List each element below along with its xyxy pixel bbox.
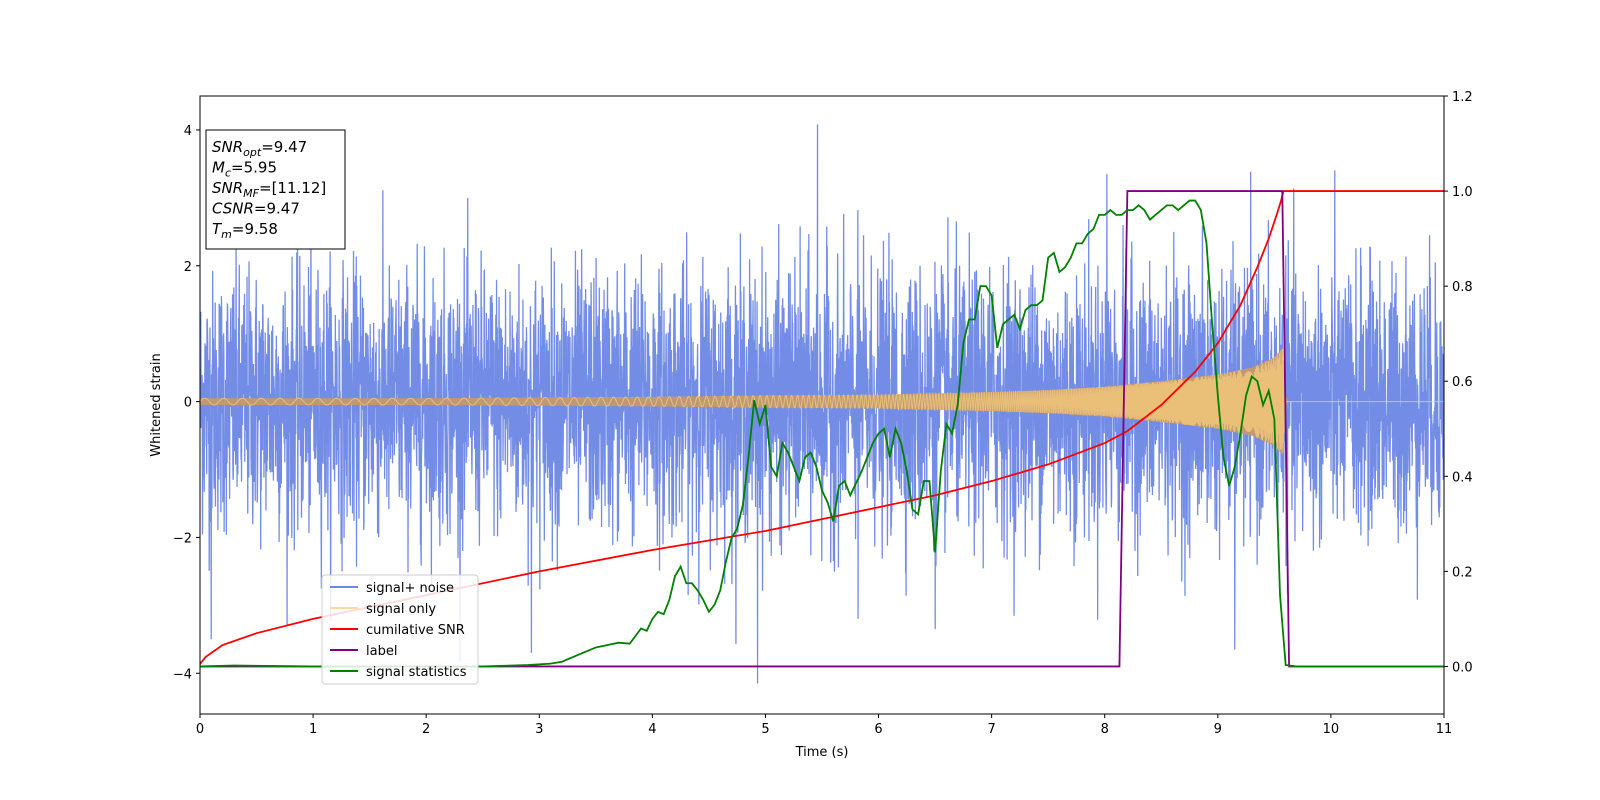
x-tick-label: 0 (196, 722, 204, 737)
x-tick-label: 1 (309, 722, 317, 737)
y2-tick-label: 0.6 (1452, 375, 1473, 390)
legend-label: label (366, 644, 397, 659)
info-box-symbol: M (212, 159, 225, 177)
info-box-value: =9.58 (232, 220, 278, 238)
info-box-symbol: CSNR (212, 200, 254, 218)
info-box-subscript: MF (243, 187, 259, 200)
x-tick-label: 2 (422, 722, 430, 737)
y2-tick-label: 1.0 (1452, 185, 1473, 200)
info-box-row: SNRMF=[11.12] (212, 179, 326, 200)
x-tick-label: 5 (761, 722, 769, 737)
info-box-subscript: c (225, 167, 231, 180)
info-box-row: SNRopt=9.47 (212, 138, 307, 159)
x-tick-label: 3 (535, 722, 543, 737)
y2-tick-label: 0.0 (1452, 660, 1473, 675)
signal-only-band (200, 348, 1444, 455)
y2-tick-label: 0.2 (1452, 565, 1473, 580)
legend-label: cumilative SNR (366, 623, 465, 638)
y-tick-label: 0 (184, 396, 192, 411)
legend-label: signal only (366, 602, 436, 617)
x-tick-label: 10 (1323, 722, 1340, 737)
y-tick-label: −2 (173, 531, 192, 546)
signal-only-line (200, 348, 1444, 454)
x-tick-label: 11 (1436, 722, 1453, 737)
info-box-value: =9.47 (261, 138, 307, 156)
info-box-row: CSNR=9.47 (212, 200, 300, 218)
y-tick-label: 2 (184, 260, 192, 275)
y2-tick-label: 0.8 (1452, 280, 1473, 295)
info-box-symbol: SNR (212, 138, 243, 156)
info-box: SNRopt=9.47Mc=5.95SNRMF=[11.12]CSNR=9.47… (205, 129, 346, 250)
info-box-value: =5.95 (231, 159, 277, 177)
signal-only-series (200, 348, 1444, 455)
x-tick-label: 6 (874, 722, 882, 737)
x-axis-label: Time (s) (795, 745, 849, 760)
x-tick-label: 9 (1214, 722, 1222, 737)
info-box-subscript: opt (243, 146, 262, 159)
legend-label: signal statistics (366, 665, 467, 680)
signal-statistics-line (200, 199, 1444, 668)
plot-frame (199, 95, 1445, 715)
info-box-value: =[11.12] (259, 179, 326, 197)
info-box-symbol: SNR (212, 179, 243, 197)
x-tick-label: 8 (1101, 722, 1109, 737)
info-box-subscript: m (221, 228, 232, 241)
y2-tick-label: 0.4 (1452, 470, 1473, 485)
legend: signal+ noise signal only cumilative SNR la… (321, 574, 479, 685)
info-box-value: =9.47 (254, 200, 300, 218)
y-tick-label: 4 (184, 124, 192, 139)
y-axis-label: Whitened strain (149, 353, 164, 456)
info-box-row: Tm=9.58 (212, 220, 278, 241)
legend-label: signal+ noise (366, 581, 454, 596)
info-box-frame (205, 129, 346, 250)
legend-frame (321, 574, 479, 685)
y2-tick-label: 1.2 (1452, 90, 1473, 105)
y-tick-label: −4 (173, 667, 192, 682)
x-tick-label: 4 (648, 722, 656, 737)
info-box-symbol: T (212, 220, 223, 238)
x-tick-label: 7 (987, 722, 995, 737)
info-box-row: Mc=5.95 (212, 159, 277, 180)
